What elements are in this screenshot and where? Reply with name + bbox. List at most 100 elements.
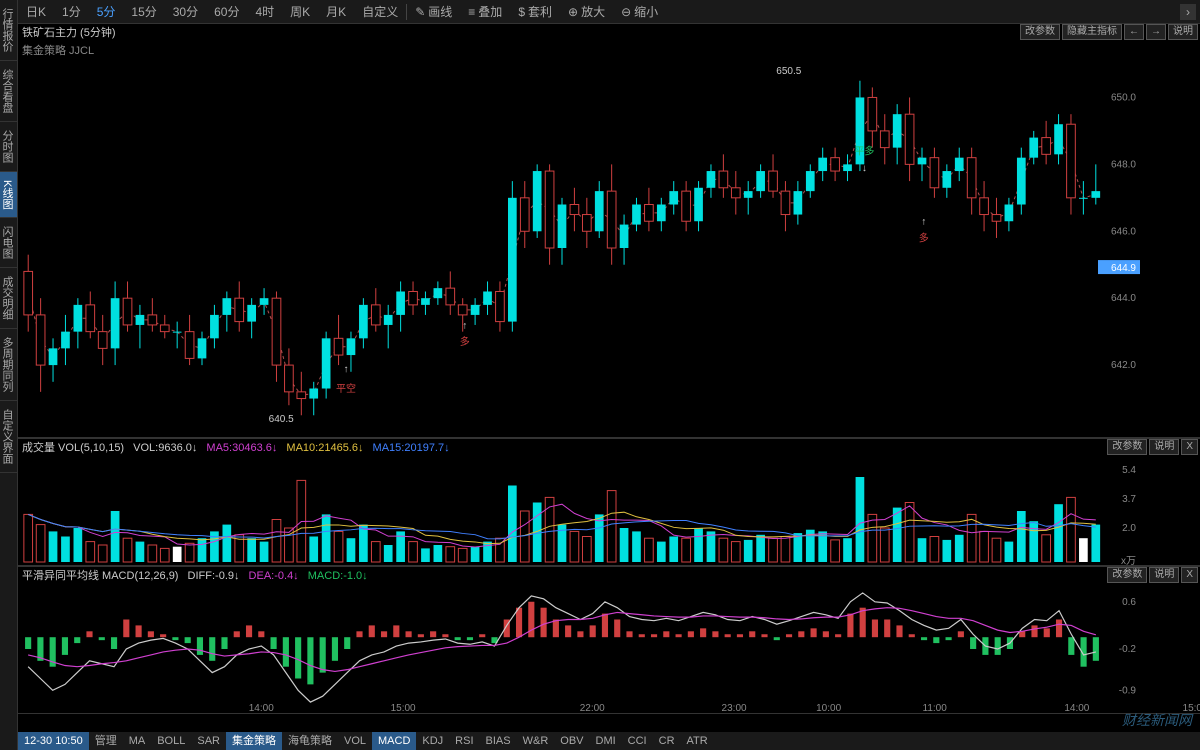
panel-button[interactable]: 说明 (1149, 567, 1179, 583)
panel-button[interactable]: 改参数 (1020, 24, 1060, 40)
bottom-indicator-bar: 12-30 10:50管理MABOLLSAR集金策略海龟策略VOLMACDKDJ… (18, 732, 1200, 750)
price-subtitle: 集金策略 JJCL (22, 45, 94, 57)
panel-button[interactable]: 改参数 (1107, 567, 1147, 583)
tool-item[interactable]: ⊖缩小 (613, 0, 666, 24)
volume-info: VOL:9636.0↓ MA5:30463.6↓ MA10:21465.6↓ M… (127, 442, 449, 454)
indicator-item[interactable]: BOLL (151, 732, 191, 750)
svg-text:650.0: 650.0 (1111, 92, 1136, 103)
top-toolbar: 日K1分5分15分30分60分4时周K月K自定义✎画线≡叠加$套利⊕放大⊖缩小 (18, 0, 1200, 24)
svg-text:644.9: 644.9 (1111, 263, 1136, 274)
indicator-item[interactable]: RSI (449, 732, 479, 750)
svg-text:平多: 平多 (854, 144, 874, 157)
indicator-item[interactable]: 集金策略 (226, 732, 282, 750)
svg-text:-0.2: -0.2 (1119, 644, 1137, 655)
price-title: 铁矿石主力 (5分钟) (22, 27, 116, 39)
time-axis: 14:0015:0022:0023:0010:0011:0014:0015:00 (36, 700, 1200, 714)
tool-item[interactable]: ✎画线 (407, 0, 460, 24)
indicator-item[interactable]: KDJ (416, 732, 449, 750)
indicator-item[interactable]: MACD (372, 732, 416, 750)
svg-text:↑: ↑ (462, 320, 467, 331)
indicator-item[interactable]: SAR (191, 732, 226, 750)
timeframe-item[interactable]: 1分 (54, 0, 89, 24)
svg-text:x万: x万 (1121, 556, 1136, 566)
svg-text:↓: ↓ (862, 163, 867, 174)
leftbar-item[interactable]: 综合看盘 (0, 61, 17, 122)
macd-chart[interactable]: 0.6 -0.2 -0.9 (18, 584, 1200, 714)
time-label: 14:00 (1064, 703, 1089, 714)
svg-text:644.0: 644.0 (1111, 293, 1136, 304)
leftbar-item[interactable]: 自定义界面 (0, 401, 17, 473)
volume-panel-buttons: 改参数说明X (1107, 439, 1198, 455)
indicator-item[interactable]: BIAS (480, 732, 517, 750)
leftbar-item[interactable]: K线图 (0, 172, 17, 218)
leftbar-item[interactable]: 行情报价 (0, 0, 17, 61)
timeframe-item[interactable]: 4时 (247, 0, 282, 24)
panel-button[interactable]: 改参数 (1107, 439, 1147, 455)
indicator-item[interactable]: ATR (681, 732, 714, 750)
time-label: 15:00 (391, 703, 416, 714)
indicator-item[interactable]: CR (653, 732, 681, 750)
leftbar-item[interactable]: 分时图 (0, 122, 17, 172)
watermark: 财经新闻网 (1122, 710, 1192, 730)
svg-text:↑: ↑ (344, 364, 349, 375)
indicator-item[interactable]: MA (123, 732, 152, 750)
panel-button[interactable]: X (1181, 439, 1198, 455)
svg-text:648.0: 648.0 (1111, 159, 1136, 170)
volume-title: 成交量 VOL(5,10,15) (22, 442, 124, 454)
macd-panel-title-bar: 平滑异同平均线 MACD(12,26,9) DIFF:-0.9↓ DEA:-0.… (18, 566, 1200, 584)
volume-panel-title-bar: 成交量 VOL(5,10,15) VOL:9636.0↓ MA5:30463.6… (18, 438, 1200, 456)
svg-text:3.7: 3.7 (1122, 494, 1136, 505)
timeframe-item[interactable]: 30分 (165, 0, 206, 24)
timeframe-item[interactable]: 15分 (123, 0, 164, 24)
time-label: 14:00 (249, 703, 274, 714)
svg-text:646.0: 646.0 (1111, 226, 1136, 237)
panel-button[interactable]: 说明 (1149, 439, 1179, 455)
timeframe-item[interactable]: 月K (318, 0, 354, 24)
panel-button[interactable]: 隐藏主指标 (1062, 24, 1122, 40)
svg-text:-0.9: -0.9 (1119, 685, 1137, 696)
price-panel-title-bar: 铁矿石主力 (5分钟) 改参数隐藏主指标←→说明 (18, 24, 1200, 42)
indicator-item[interactable]: VOL (338, 732, 372, 750)
leftbar-item[interactable]: 成交明细 (0, 268, 17, 329)
tool-item[interactable]: ≡叠加 (460, 0, 510, 24)
timeframe-item[interactable]: 5分 (89, 0, 124, 24)
leftbar-item[interactable]: 闪电图 (0, 218, 17, 268)
svg-text:平空: 平空 (336, 382, 356, 395)
time-label: 23:00 (722, 703, 747, 714)
leftbar-item[interactable]: 多周期同列 (0, 329, 17, 401)
toolbar-expand-arrow[interactable]: › (1180, 4, 1196, 20)
indicator-item[interactable]: OBV (554, 732, 589, 750)
price-chart[interactable]: 650.0648.0646.0644.0642.0644.9650.5640.5… (18, 58, 1200, 438)
svg-text:650.5: 650.5 (776, 66, 801, 77)
panel-button[interactable]: ← (1124, 24, 1144, 40)
panel-button[interactable]: 说明 (1168, 24, 1198, 40)
tool-item[interactable]: $套利 (510, 0, 560, 24)
indicator-item[interactable]: W&R (517, 732, 555, 750)
svg-text:2.0: 2.0 (1122, 523, 1136, 534)
macd-title: 平滑异同平均线 MACD(12,26,9) (22, 570, 178, 582)
timeframe-item[interactable]: 60分 (206, 0, 247, 24)
indicator-item[interactable]: 海龟策略 (282, 732, 338, 750)
svg-text:↑: ↑ (921, 217, 926, 228)
volume-chart[interactable]: 5.4 3.7 2.0 x万 (18, 456, 1200, 566)
timeframe-item[interactable]: 日K (18, 0, 54, 24)
time-label: 22:00 (580, 703, 605, 714)
svg-text:5.4: 5.4 (1122, 465, 1136, 476)
time-label: 10:00 (816, 703, 841, 714)
svg-text:多: 多 (460, 335, 470, 348)
panel-button[interactable]: → (1146, 24, 1166, 40)
tool-item[interactable]: ⊕放大 (560, 0, 613, 24)
svg-text:642.0: 642.0 (1111, 360, 1136, 371)
current-time: 12-30 10:50 (18, 732, 89, 750)
panel-button[interactable]: X (1181, 567, 1198, 583)
macd-panel-buttons: 改参数说明X (1107, 567, 1198, 583)
indicator-item[interactable]: CCI (622, 732, 653, 750)
indicator-item[interactable]: 管理 (89, 732, 123, 750)
price-panel-buttons: 改参数隐藏主指标←→说明 (1020, 24, 1198, 40)
svg-text:0.6: 0.6 (1122, 597, 1136, 608)
timeframe-item[interactable]: 自定义 (354, 0, 406, 24)
indicator-item[interactable]: DMI (590, 732, 622, 750)
timeframe-item[interactable]: 周K (282, 0, 318, 24)
macd-info: DIFF:-0.9↓ DEA:-0.4↓ MACD:-1.0↓ (182, 570, 368, 582)
svg-text:多: 多 (919, 231, 929, 244)
